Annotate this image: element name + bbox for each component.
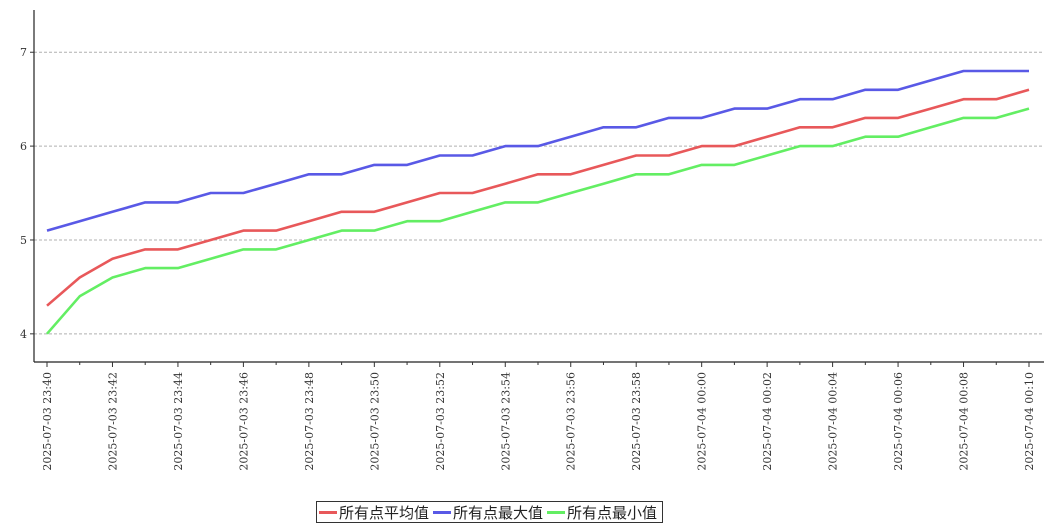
legend-item-min[interactable]: 所有点最小值 [545,502,657,523]
legend: 所有点平均值 所有点最大值 所有点最小值 [316,501,664,523]
legend-label-min: 所有点最小值 [567,503,658,522]
legend-swatch-max [433,510,452,514]
series-line-2[interactable] [46,69,1029,232]
legend-item-avg[interactable]: 所有点平均值 [317,502,429,523]
x-tick-label: 2025-07-03 23:58 [630,372,643,471]
y-tick-label: 4 [20,328,27,341]
legend-label-avg: 所有点平均值 [339,503,430,522]
legend-swatch-avg [319,510,337,514]
x-tick-label: 2025-07-03 23:46 [237,372,250,471]
series-line-3[interactable] [46,107,1030,335]
y-tick-label: 7 [20,46,27,59]
y-tick-label: 6 [20,140,27,153]
x-axis-ticks: 2025-07-03 23:40 2025-07-03 23:42 2025-07-… [41,362,1036,471]
series-line-1[interactable] [46,88,1030,307]
x-tick-label: 2025-07-04 00:06 [892,372,905,471]
y-tick-label: 5 [20,234,27,247]
legend-item-max[interactable]: 所有点最大值 [431,502,543,523]
grid-lines [34,51,1044,335]
y-axis-ticks: 4 5 6 7 [20,46,34,341]
x-tick-label: 2025-07-03 23:42 [106,372,119,471]
x-tick-label: 2025-07-03 23:50 [368,372,381,471]
series-lines [46,69,1030,335]
x-tick-label: 2025-07-04 00:08 [958,372,971,471]
x-tick-label: 2025-07-04 00:10 [1023,372,1036,471]
x-tick-label: 2025-07-03 23:48 [303,372,316,471]
x-tick-label: 2025-07-04 00:04 [827,372,840,471]
axes [33,10,1044,363]
x-tick-label: 2025-07-04 00:02 [761,372,774,471]
x-tick-label: 2025-07-03 23:56 [565,372,578,471]
legend-label-max: 所有点最大值 [453,503,544,522]
x-tick-label: 2025-07-04 00:00 [696,372,709,471]
x-tick-label: 2025-07-03 23:54 [499,372,512,471]
x-tick-label: 2025-07-03 23:40 [41,372,54,471]
x-tick-label: 2025-07-03 23:52 [434,372,447,471]
x-tick-label: 2025-07-03 23:44 [172,372,185,471]
legend-swatch-min [547,510,566,514]
